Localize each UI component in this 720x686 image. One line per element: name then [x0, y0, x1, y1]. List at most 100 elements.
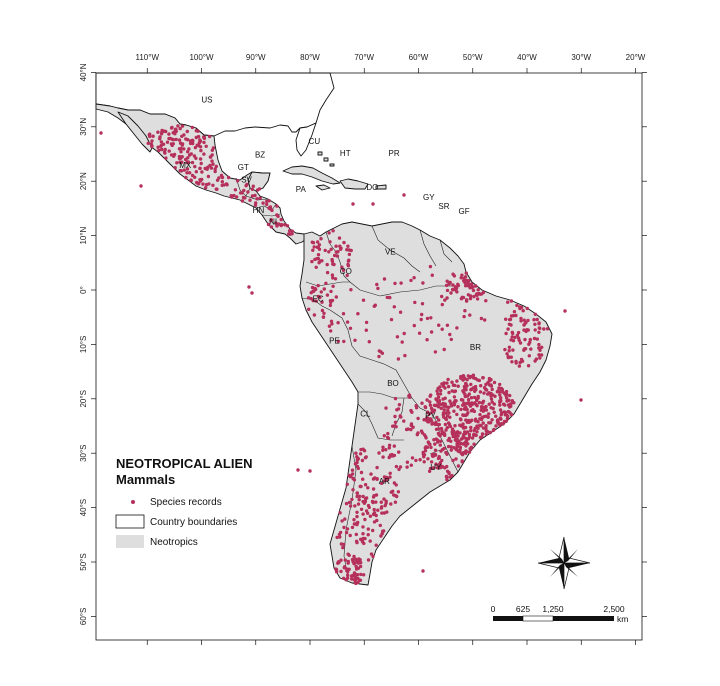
species-record-point [455, 379, 459, 383]
species-record-point [451, 287, 455, 292]
species-record-point [374, 500, 378, 504]
species-record-point [377, 349, 381, 353]
species-record-point [501, 402, 506, 406]
species-record-point [461, 389, 465, 393]
species-record-point [202, 135, 206, 139]
species-record-point [248, 198, 252, 202]
species-record-point [258, 196, 262, 200]
species-record-point [341, 312, 346, 316]
species-record-point [481, 376, 485, 380]
species-record-point [517, 364, 522, 368]
species-record-point [314, 265, 318, 269]
species-record-point [335, 535, 339, 540]
species-record-point [179, 150, 183, 154]
species-record-point [437, 399, 442, 403]
species-record-point [379, 500, 383, 504]
species-record-point [253, 193, 257, 198]
species-record-point [466, 411, 470, 415]
species-record-point [446, 377, 450, 382]
species-record-point [437, 323, 441, 327]
species-record-point [342, 339, 346, 344]
species-record-point [509, 355, 513, 359]
species-record-point [452, 274, 457, 278]
species-record-point [428, 403, 433, 407]
species-record-point [338, 244, 342, 248]
species-record-point [542, 327, 546, 331]
species-record-point [196, 129, 200, 133]
species-record-point [388, 295, 392, 300]
country-label-gt: GT [238, 163, 249, 172]
species-record-point [314, 299, 318, 303]
baja-california [117, 111, 153, 153]
species-record-point [474, 417, 478, 421]
species-record-point [438, 434, 442, 438]
species-record-point [476, 288, 480, 292]
species-record-point [267, 199, 271, 203]
species-record-point [382, 479, 387, 483]
species-record-point [197, 144, 201, 148]
species-record-point [357, 557, 361, 561]
species-record-point [393, 281, 397, 286]
species-record-point [489, 384, 494, 388]
species-record-point [330, 298, 335, 303]
species-record-point [321, 315, 326, 319]
species-record-point [329, 319, 334, 323]
species-record-point [246, 190, 250, 194]
species-record-point [400, 340, 404, 344]
species-record-point [406, 427, 410, 431]
species-record-point [449, 448, 453, 452]
species-record-point [439, 449, 443, 453]
neotropics-swatch [116, 535, 144, 548]
species-record-point [363, 517, 367, 522]
species-record-point [407, 394, 411, 398]
species-record-point [389, 317, 394, 322]
species-record-point [461, 374, 466, 378]
species-record-point [537, 353, 541, 357]
species-record-point [160, 147, 164, 152]
species-record-point [346, 244, 350, 248]
species-record-point [366, 486, 370, 490]
scale-bar: 0 625 1,250 2,500 km [491, 604, 629, 624]
species-record-point [345, 482, 349, 486]
species-record-point [346, 570, 350, 574]
species-record-point [372, 520, 377, 524]
species-record-point [371, 500, 375, 505]
species-record-point [476, 426, 480, 430]
species-record-point [465, 378, 469, 382]
species-record-point [504, 389, 509, 394]
species-record-point [364, 328, 368, 332]
species-record-point [348, 504, 353, 508]
species-record-point [464, 444, 468, 448]
species-record-point [475, 430, 479, 434]
species-record-point [174, 137, 178, 142]
species-record-point [479, 384, 483, 388]
species-record-point [175, 161, 179, 165]
species-record-point [484, 404, 488, 409]
species-record-point [461, 413, 465, 417]
species-record-point [504, 317, 508, 321]
species-record-point [448, 332, 452, 337]
species-record-point [514, 359, 518, 364]
species-record-point [474, 433, 478, 437]
species-record-point [456, 449, 460, 453]
species-record-point [320, 259, 324, 263]
country-label-do: DO [366, 183, 378, 192]
species-record-point [473, 389, 477, 393]
species-record-point [469, 446, 473, 451]
species-record-point [381, 455, 385, 459]
species-record-point [164, 129, 168, 134]
species-record-point [451, 283, 455, 287]
species-record-point [419, 317, 423, 322]
species-record-point [509, 323, 513, 327]
species-record-point [458, 442, 462, 446]
species-record-point [226, 175, 231, 180]
species-record-point [486, 430, 490, 434]
species-record-point [518, 341, 523, 345]
species-record-point [538, 356, 542, 360]
species-record-point [532, 318, 536, 322]
lat-tick-label: 50°S [79, 553, 88, 570]
species-record-point [438, 385, 442, 389]
species-record-point [464, 449, 468, 453]
species-record-point [202, 152, 206, 156]
species-record-point [403, 353, 407, 358]
